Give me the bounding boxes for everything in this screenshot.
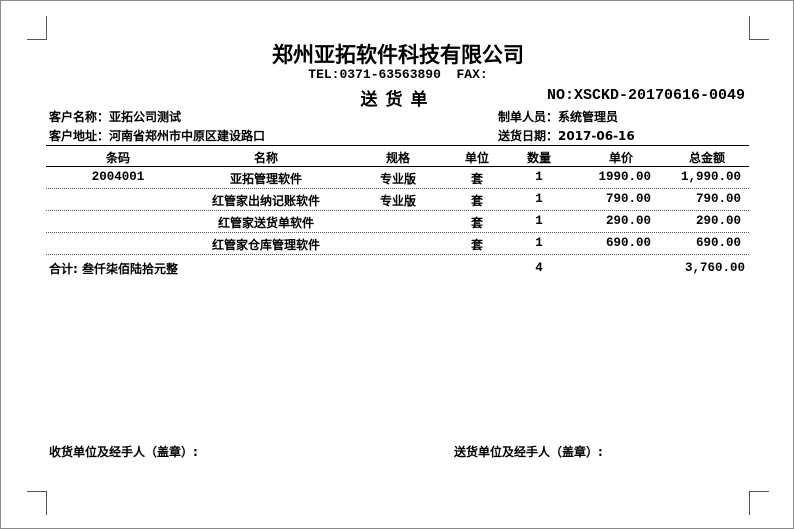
cell-unit-price: 790.00 [605, 192, 651, 206]
customer-address: 客户地址：河南省郑州市中原区建设路口 [49, 129, 266, 143]
crop-mark [46, 16, 47, 40]
column-header-name: 名称 [253, 151, 278, 165]
cell-spec: 专业版 [379, 194, 416, 208]
column-header-unit: 单位 [464, 151, 489, 165]
cell-amount: 1,990.00 [680, 170, 741, 184]
cell-unit: 套 [470, 172, 483, 186]
sender-signature: 送货单位及经手人（盖章）: [454, 445, 603, 459]
cell-unit: 套 [470, 216, 483, 230]
crop-mark [749, 16, 750, 40]
delivery-date: 送货日期：2017-06-16 [498, 129, 635, 143]
document-title: 送货单 [360, 90, 436, 110]
cell-name: 红管家出纳记账软件 [211, 194, 320, 208]
cell-unit-price: 690.00 [605, 236, 651, 250]
cell-unit-price: 1990.00 [598, 170, 651, 184]
cell-amount: 290.00 [695, 214, 741, 228]
crop-mark [749, 39, 769, 40]
total-amount: 3,760.00 [684, 261, 745, 275]
cell-name: 红管家仓库管理软件 [211, 238, 320, 252]
crop-mark [749, 491, 750, 515]
cell-name: 亚拓管理软件 [229, 172, 302, 186]
column-header-amount: 总金额 [688, 151, 725, 165]
total-label: 合计: 叁仟柒佰陆拾元整 [49, 262, 178, 276]
cell-unit: 套 [470, 194, 483, 208]
document-number: NO:XSCKD-20170616-0049 [546, 87, 745, 104]
column-header-spec: 规格 [385, 151, 410, 165]
table-header-border [46, 166, 749, 167]
cell-spec: 专业版 [379, 172, 416, 186]
receiver-signature: 收货单位及经手人（盖章）: [49, 445, 198, 459]
row-divider [46, 210, 749, 211]
cell-amount: 790.00 [695, 192, 741, 206]
row-divider [46, 232, 749, 233]
cell-unit-price: 290.00 [605, 214, 651, 228]
column-header-unit-price: 单价 [608, 151, 633, 165]
table-top-border [46, 145, 749, 146]
column-header-barcode: 条码 [105, 151, 130, 165]
cell-amount: 690.00 [695, 236, 741, 250]
crop-mark [46, 491, 47, 515]
customer-name: 客户名称：亚拓公司测试 [49, 110, 182, 124]
cell-quantity: 1 [535, 170, 543, 184]
cell-quantity: 1 [535, 236, 543, 250]
cell-barcode: 2004001 [91, 170, 145, 184]
cell-unit: 套 [470, 238, 483, 252]
company-contact: TEL:0371-63563890 FAX: [308, 67, 488, 82]
cell-quantity: 1 [535, 192, 543, 206]
crop-mark [27, 39, 47, 40]
total-quantity: 4 [535, 261, 543, 275]
row-divider [46, 188, 749, 189]
cell-name: 红管家送货单软件 [217, 216, 314, 230]
company-name: 郑州亚拓软件科技有限公司 [272, 43, 524, 67]
crop-mark [749, 491, 769, 492]
crop-mark [27, 491, 47, 492]
cell-quantity: 1 [535, 214, 543, 228]
column-header-quantity: 数量 [526, 151, 551, 165]
row-divider [46, 254, 749, 255]
document-maker: 制单人员：系统管理员 [498, 110, 619, 124]
